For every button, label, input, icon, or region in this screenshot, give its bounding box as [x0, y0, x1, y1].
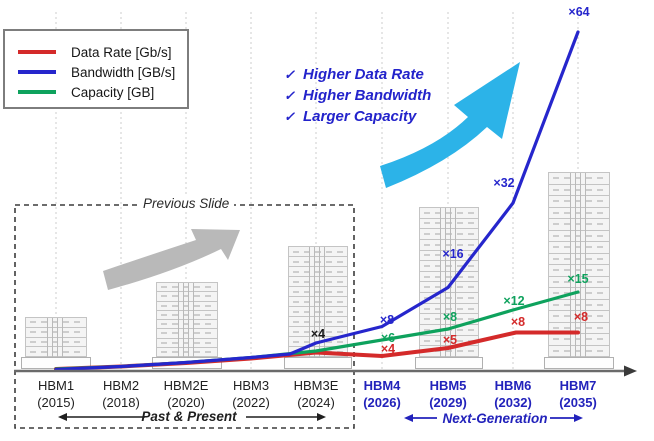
benefit-item: ✓ Higher Bandwidth — [284, 87, 431, 108]
x-axis-label-hbm3e: HBM3E (2024) — [282, 377, 350, 411]
x-axis-label-hbm7: HBM7 (2035) — [544, 377, 612, 411]
previous-slide-label: Previous Slide — [138, 196, 235, 211]
generation-name: HBM1 — [37, 378, 75, 393]
previous-slide-box — [14, 204, 355, 429]
x-axis-label-hbm5: HBM5 (2029) — [414, 377, 482, 411]
multiplier-data-hbm7: ×8 — [573, 310, 589, 324]
generation-name: HBM3 — [232, 378, 270, 393]
x-axis-arrowhead-icon — [624, 365, 637, 377]
generation-year: (2035) — [559, 395, 597, 410]
generation-name: HBM5 — [429, 378, 467, 393]
next-generation-label: Next-Generation — [442, 411, 548, 426]
generation-name: HBM7 — [559, 378, 597, 393]
legend-line-swatch — [18, 50, 56, 54]
hbm-stack-hbm7 — [544, 172, 614, 369]
hbm-stack-hbm3e — [284, 246, 352, 369]
multiplier-data-hbm5: ×5 — [442, 333, 458, 347]
x-axis-label-hbm4: HBM4 (2026) — [348, 377, 416, 411]
curve-bandwidth — [54, 30, 580, 372]
generation-year: (2022) — [232, 395, 270, 410]
legend-line-swatch — [18, 90, 56, 94]
multiplier-capacity-hbm4: ×6 — [380, 331, 396, 345]
tsv-column — [178, 283, 196, 357]
generation-name: HBM4 — [363, 378, 401, 393]
legend-item-label: Data Rate [Gb/s] — [71, 44, 172, 60]
x-axis-label-hbm2e: HBM2E (2020) — [152, 377, 220, 411]
legend-item: Data Rate [Gb/s] — [5, 42, 187, 62]
tsv-column — [570, 173, 588, 357]
trend-curves — [54, 30, 580, 372]
generation-year: (2018) — [102, 395, 140, 410]
growth-arrow-icon — [380, 62, 520, 188]
multiplier-bandwidth-hbm7: ×64 — [568, 5, 590, 19]
tsv-column — [440, 208, 458, 357]
multiplier-bandwidth-hbm5: ×16 — [442, 247, 464, 261]
multiplier-bandwidth-hbm4: ×8 — [379, 313, 395, 327]
multiplier-capacity-hbm6: ×12 — [503, 294, 525, 308]
benefits-list: ✓ Higher Data Rate ✓ Higher Bandwidth ✓ Large… — [284, 66, 431, 129]
generation-name: HBM2 — [102, 378, 140, 393]
x-axis-label-hbm2: HBM2 (2018) — [87, 377, 155, 411]
generation-year: (2026) — [363, 395, 401, 410]
legend-item-label: Bandwidth [GB/s] — [71, 64, 176, 80]
generation-year: (2024) — [297, 395, 335, 410]
x-axis-label-hbm1: HBM1 (2015) — [22, 377, 90, 411]
tsv-column — [47, 318, 65, 357]
generation-year: (2020) — [167, 395, 205, 410]
tsv-column — [309, 247, 327, 357]
generation-year: (2032) — [494, 395, 532, 410]
base-die — [284, 357, 352, 369]
generation-year: (2029) — [429, 395, 467, 410]
multiplier-bandwidth-hbm6: ×32 — [493, 176, 515, 190]
generation-name: HBM2E — [163, 378, 209, 393]
check-icon: ✓ — [284, 67, 295, 82]
baseline-multiplier-label: ×4 — [310, 327, 326, 341]
check-icon: ✓ — [284, 88, 295, 103]
base-die — [415, 357, 483, 369]
benefit-text: Higher Data Rate — [303, 66, 424, 83]
x-axis-label-hbm6: HBM6 (2032) — [479, 377, 547, 411]
legend-item: Bandwidth [GB/s] — [5, 62, 187, 82]
benefit-item: ✓ Higher Data Rate — [284, 66, 431, 87]
generation-name: HBM6 — [494, 378, 532, 393]
past-present-arrows-icon — [58, 413, 326, 421]
previous-slide-arrow-icon — [103, 229, 240, 290]
past-present-label: Past & Present — [141, 409, 237, 424]
multiplier-data-hbm4: ×4 — [380, 342, 396, 356]
generation-year: (2015) — [37, 395, 75, 410]
hbm-stack-hbm1 — [21, 317, 91, 369]
base-die — [544, 357, 614, 369]
multiplier-capacity-hbm5: ×8 — [442, 310, 458, 324]
multiplier-data-hbm6: ×8 — [510, 315, 526, 329]
multiplier-capacity-hbm7: ×15 — [567, 272, 589, 286]
benefit-text: Larger Capacity — [303, 108, 417, 125]
legend-item: Capacity [GB] — [5, 82, 187, 102]
next-generation-arrows-icon — [404, 414, 583, 422]
x-axis-label-hbm3: HBM3 (2022) — [217, 377, 285, 411]
generation-name: HBM3E — [293, 378, 339, 393]
check-icon: ✓ — [284, 109, 295, 124]
legend: Data Rate [Gb/s] Bandwidth [GB/s] Capacity… — [3, 29, 189, 109]
legend-item-label: Capacity [GB] — [71, 84, 155, 100]
legend-line-swatch — [18, 70, 56, 74]
benefit-text: Higher Bandwidth — [303, 87, 432, 104]
benefit-item: ✓ Larger Capacity — [284, 108, 431, 129]
